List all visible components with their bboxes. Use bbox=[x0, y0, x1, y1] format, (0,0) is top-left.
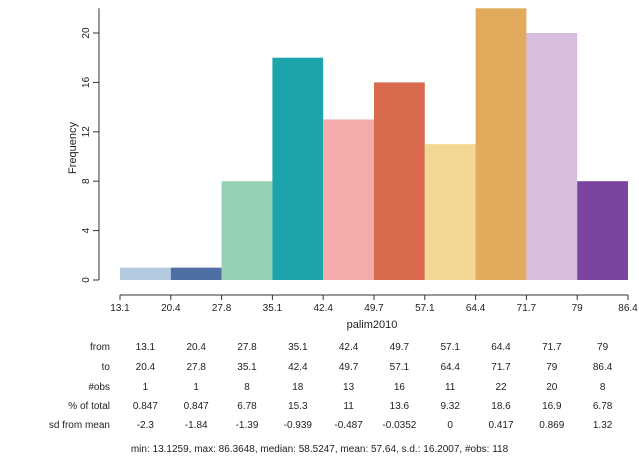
histogram-bar bbox=[120, 267, 171, 280]
x-tick-label: 86.4 bbox=[618, 303, 638, 314]
y-tick-label: 4 bbox=[81, 227, 92, 233]
histogram-bar bbox=[374, 82, 425, 281]
x-axis: 13.1 20.4 27.8 35.1 42.4 49.7 57.1 64.4 71.7 79 86… bbox=[110, 294, 638, 314]
x-tick-label: 35.1 bbox=[263, 303, 283, 314]
histogram-bar bbox=[221, 181, 273, 280]
histogram-bar bbox=[272, 57, 324, 281]
histogram-bar bbox=[170, 267, 222, 280]
x-tick-label: 27.8 bbox=[212, 303, 232, 314]
x-tick-label: 71.7 bbox=[517, 303, 537, 314]
y-tick-label: 16 bbox=[81, 76, 92, 88]
y-axis-title: Frequency bbox=[67, 122, 79, 174]
x-tick-label: 79 bbox=[572, 303, 584, 314]
x-tick-label: 64.4 bbox=[466, 303, 486, 314]
histogram-bar bbox=[577, 181, 628, 280]
y-tick-label: 20 bbox=[81, 27, 92, 39]
y-tick-label: 0 bbox=[81, 277, 92, 283]
y-tick-label: 8 bbox=[81, 178, 92, 184]
y-axis: 0 4 8 12 16 20 bbox=[81, 8, 100, 283]
x-axis-title: palim2010 bbox=[347, 319, 398, 331]
x-tick-label: 57.1 bbox=[415, 303, 435, 314]
y-tick-label: 12 bbox=[81, 126, 92, 138]
histogram-bar bbox=[475, 8, 527, 281]
x-tick-label: 49.7 bbox=[364, 303, 384, 314]
bars-group bbox=[120, 8, 628, 281]
histogram-bar bbox=[424, 144, 476, 280]
histogram-bar bbox=[323, 119, 374, 280]
summary-statistics: min: 13.1259, max: 86.3648, median: 58.5… bbox=[130, 444, 509, 455]
x-tick-label: 42.4 bbox=[313, 303, 333, 314]
histogram-bar bbox=[526, 33, 578, 280]
x-tick-label: 20.4 bbox=[161, 303, 181, 314]
x-tick-label: 13.1 bbox=[110, 303, 130, 314]
